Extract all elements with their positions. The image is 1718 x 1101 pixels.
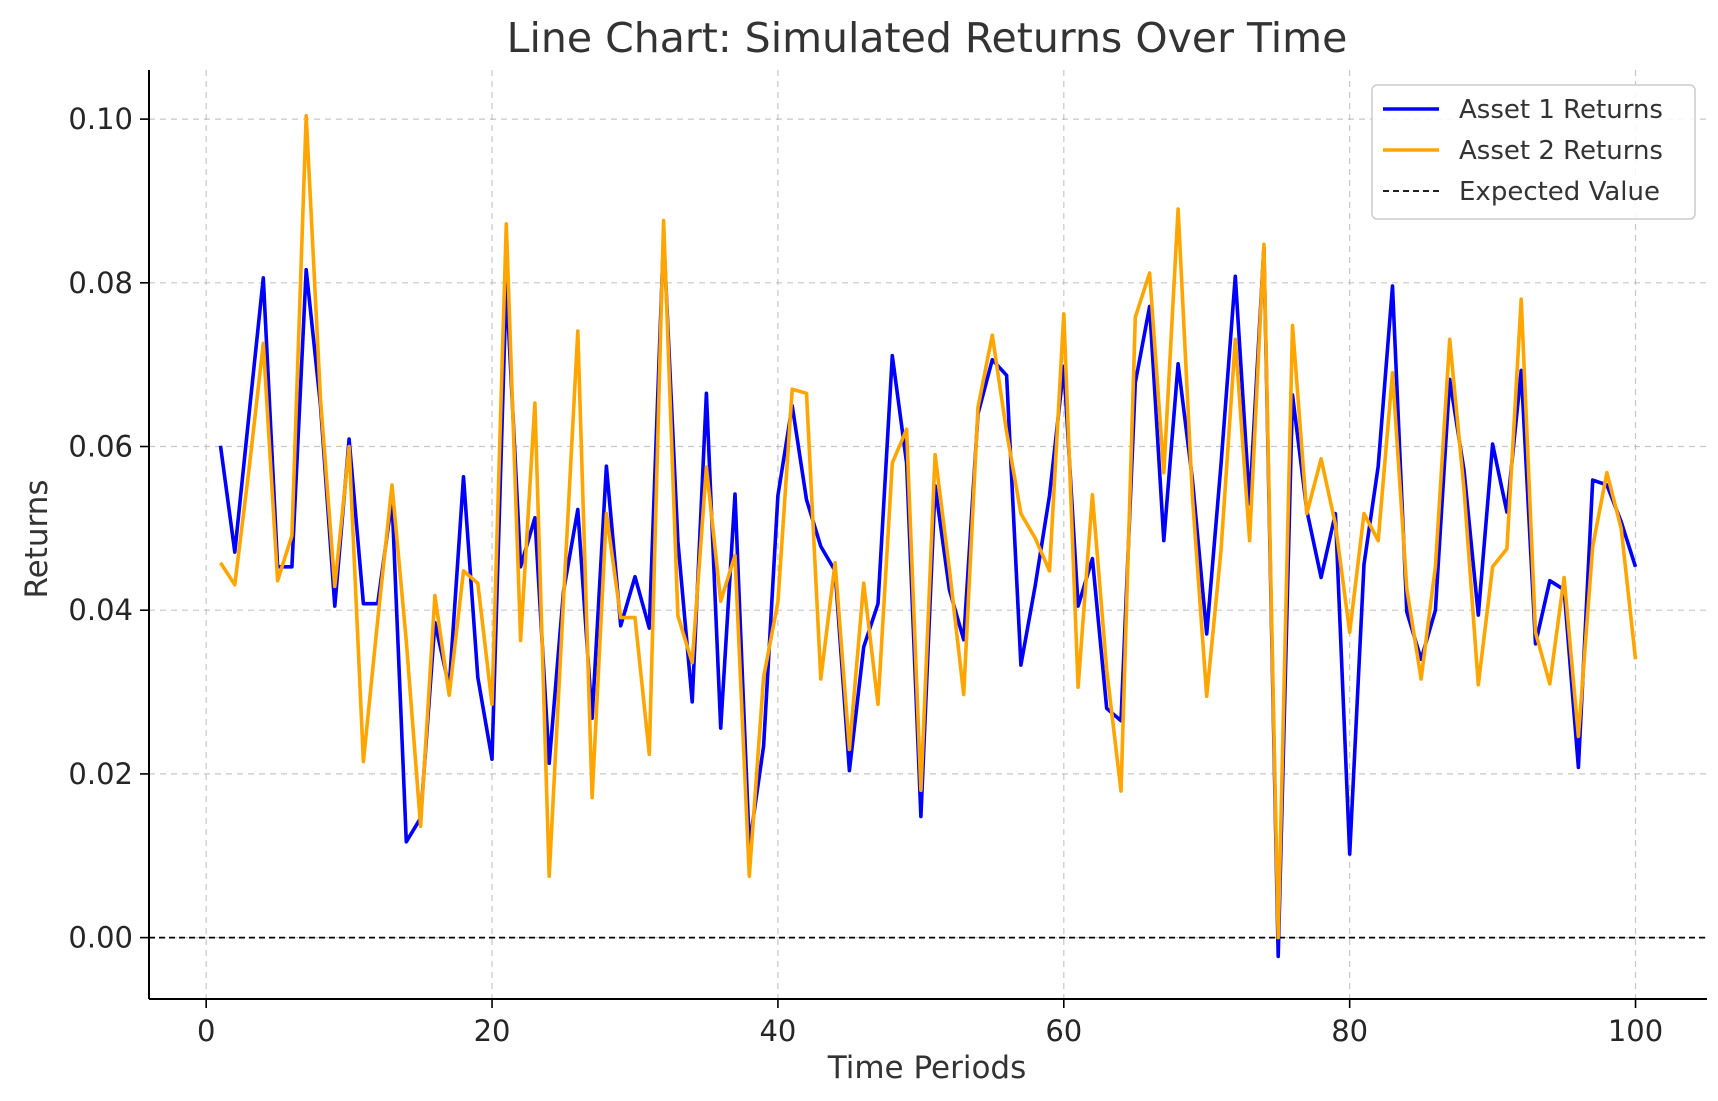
y-tick-label: 0.04 <box>68 593 133 627</box>
x-tick-label: 60 <box>1045 1014 1082 1048</box>
legend: Asset 1 Returns Asset 2 Returns Expected V… <box>1371 84 1696 220</box>
y-tick-label: 0.02 <box>68 757 133 791</box>
legend-box <box>1371 84 1696 220</box>
x-tick-label: 100 <box>1608 1014 1663 1048</box>
y-tick-label: 0.10 <box>68 102 133 136</box>
series-lines <box>218 114 1638 959</box>
legend-label: Asset 1 Returns <box>1459 95 1663 125</box>
y-axis-ticks: 0.00 0.02 0.04 0.06 0.08 0.10 <box>68 102 149 955</box>
x-tick-label: 0 <box>197 1014 215 1048</box>
x-tick-label: 80 <box>1331 1014 1368 1048</box>
y-axis-label: Returns <box>19 479 55 598</box>
legend-label: Expected Value <box>1459 177 1660 207</box>
chart-title: Line Chart: Simulated Returns Over Time <box>507 14 1348 62</box>
x-tick-label: 40 <box>759 1014 796 1048</box>
x-axis-label: Time Periods <box>827 1050 1027 1086</box>
x-axis-ticks: 0 20 40 60 80 100 <box>197 999 1663 1048</box>
y-tick-label: 0.06 <box>68 430 133 464</box>
x-tick-label: 20 <box>474 1014 511 1048</box>
legend-label: Asset 2 Returns <box>1459 136 1663 166</box>
series-line-asset-2 <box>218 114 1638 940</box>
axes <box>148 70 1707 1000</box>
y-tick-label: 0.00 <box>68 921 133 955</box>
y-tick-label: 0.08 <box>68 266 133 300</box>
